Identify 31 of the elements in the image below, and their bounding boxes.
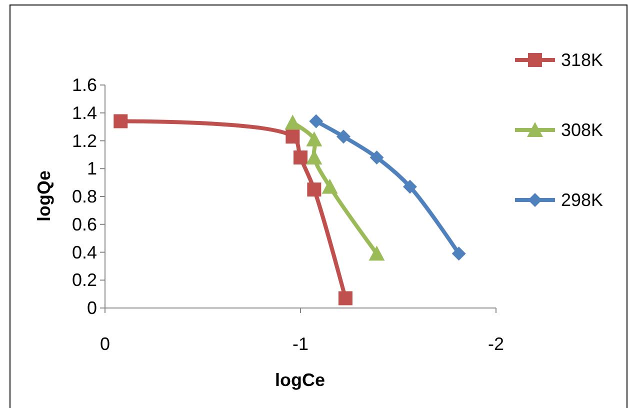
y-tick-label: 1.4 — [72, 102, 97, 123]
y-tick-label: 0.8 — [72, 186, 97, 206]
y-tick-label: 1.2 — [72, 130, 97, 151]
point — [402, 180, 417, 194]
y-tick-label: 1 — [86, 158, 97, 179]
y-tick-label: 0.2 — [72, 270, 97, 290]
y-tick-label: 0.6 — [72, 214, 97, 234]
point — [322, 178, 338, 194]
x-tick-label: -2 — [488, 334, 504, 354]
point — [309, 114, 324, 128]
y-axis-title: logQe — [34, 170, 54, 222]
y-tick-label: 0.4 — [72, 242, 97, 262]
point — [294, 150, 308, 164]
point — [307, 182, 322, 197]
point — [286, 130, 300, 144]
y-tick-label: 0 — [86, 298, 97, 318]
point — [336, 130, 351, 144]
point — [370, 150, 384, 164]
legend-label: 308K — [561, 120, 604, 140]
x-tick-label: -1 — [292, 334, 309, 354]
x-axis-title: logCe — [274, 370, 326, 390]
y-tick-label: 1.6 — [72, 75, 97, 95]
point — [338, 291, 352, 306]
point — [452, 246, 466, 261]
point — [368, 246, 385, 261]
point — [306, 131, 322, 146]
point — [114, 114, 128, 128]
point — [284, 114, 301, 130]
legend-label: 298K — [561, 190, 604, 210]
legend-label: 318K — [561, 50, 604, 70]
x-tick-label: 0 — [100, 334, 110, 354]
